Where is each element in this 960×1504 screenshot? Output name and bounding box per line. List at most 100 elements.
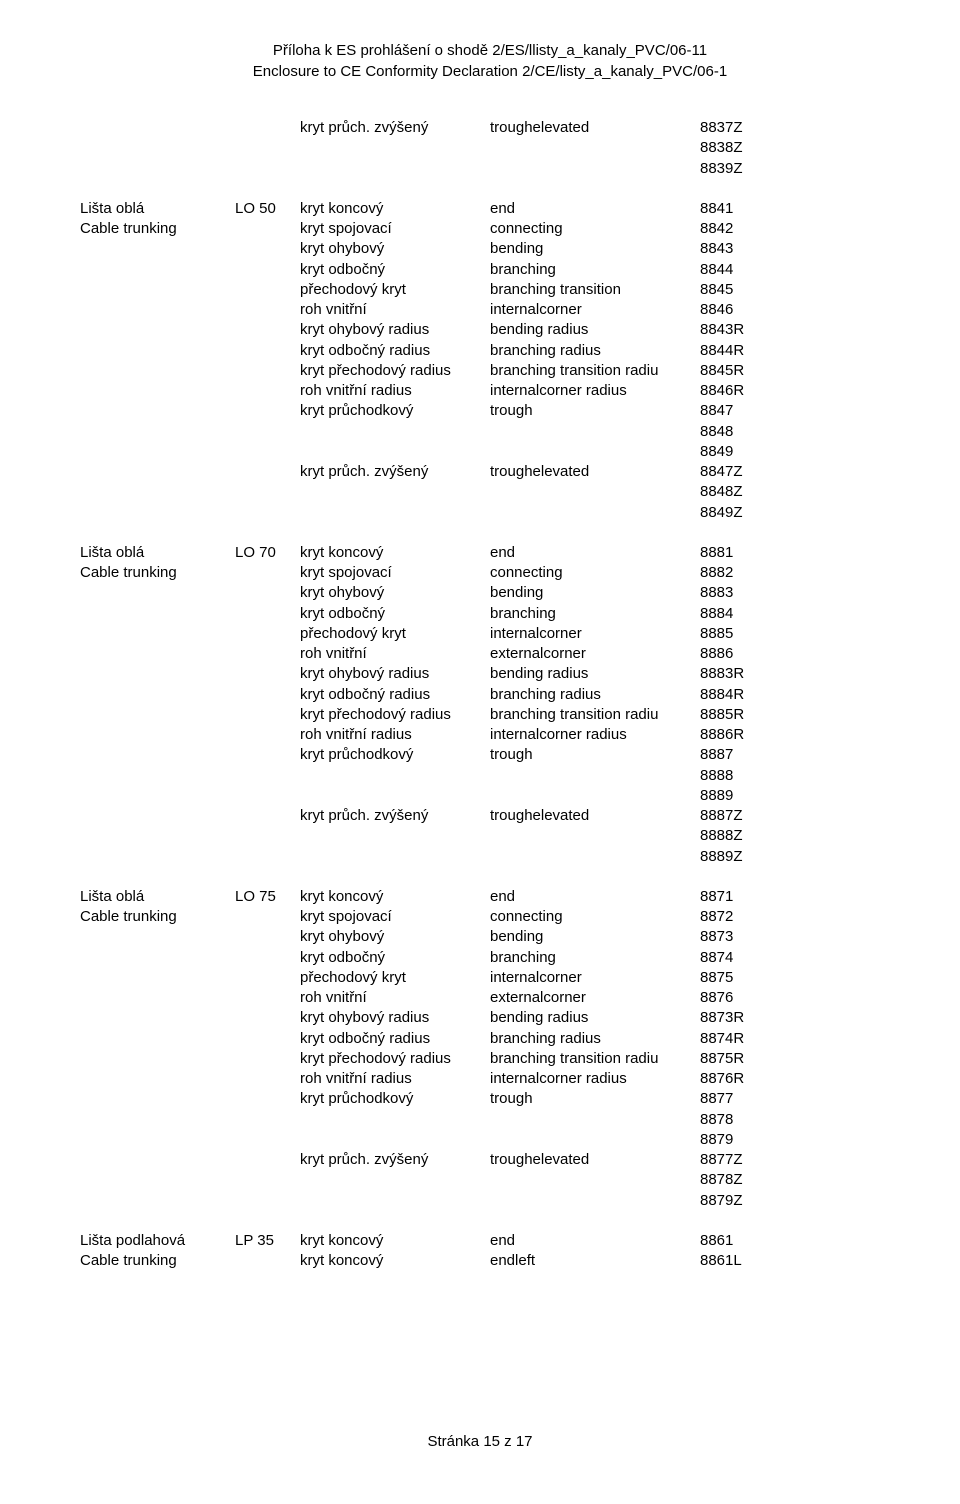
table-row: přechodový krytbranching transition8845 [80,280,900,300]
cell-c5: 8885 [700,624,900,644]
cell-c5: 8889Z [700,847,900,867]
cell-c5: 8848 [700,422,900,442]
table-row: kryt průch. zvýšenýtroughelevated8877Z [80,1150,900,1170]
cell-c4: internalcorner [490,624,700,644]
cell-c3: kryt průchodkový [300,745,490,765]
cell-c5: 8861L [700,1251,900,1271]
cell-c1: Cable trunking [80,907,235,927]
cell-c3: přechodový kryt [300,624,490,644]
cell-c5: 8842 [700,219,900,239]
cell-c3: kryt odbočný radius [300,1029,490,1049]
cell-c4: externalcorner [490,644,700,664]
cell-c3: kryt průchodkový [300,401,490,421]
table-row: 8879Z [80,1191,900,1211]
table-row: Cable trunkingkryt spojovacíconnecting88… [80,563,900,583]
cell-c4: end [490,199,700,219]
cell-c5: 8849Z [700,503,900,523]
content-table: kryt průch. zvýšenýtroughelevated8837Z88… [80,118,900,1271]
cell-c1: Lišta podlahová [80,1231,235,1251]
cell-c4: trough [490,745,700,765]
cell-c5: 8861 [700,1231,900,1251]
cell-c5: 8885R [700,705,900,725]
cell-c4: branching transition radiu [490,1049,700,1069]
table-row: kryt ohybový radiusbending radius8873R [80,1008,900,1028]
table-row: přechodový krytinternalcorner8875 [80,968,900,988]
cell-c3: kryt ohybový radius [300,320,490,340]
cell-c5: 8843R [700,320,900,340]
table-row: kryt odbočný radiusbranching radius8874R [80,1029,900,1049]
cell-c5: 8873 [700,927,900,947]
cell-c3: kryt ohybový [300,583,490,603]
cell-c3: kryt průchodkový [300,1089,490,1109]
cell-c5: 8837Z [700,118,900,138]
cell-c5: 8839Z [700,159,900,179]
cell-c3: kryt přechodový radius [300,361,490,381]
cell-c5: 8873R [700,1008,900,1028]
table-row: Lišta obláLO 70kryt koncovýend8881 [80,543,900,563]
cell-c4: troughelevated [490,1150,700,1170]
cell-c3: kryt odbočný [300,260,490,280]
cell-c5: 8878Z [700,1170,900,1190]
page-header: Příloha k ES prohlášení o shodě 2/ES/lli… [80,40,900,82]
cell-c3: roh vnitřní radius [300,381,490,401]
cell-c3: kryt koncový [300,543,490,563]
table-row: roh vnitřní radiusinternalcorner radius8… [80,381,900,401]
cell-c3: kryt přechodový radius [300,1049,490,1069]
cell-c4: externalcorner [490,988,700,1008]
cell-c3: kryt koncový [300,199,490,219]
cell-c5: 8841 [700,199,900,219]
cell-c3: kryt spojovací [300,219,490,239]
block-gap [80,1211,900,1231]
table-row: roh vnitřníexternalcorner8886 [80,644,900,664]
table-row: kryt průch. zvýšenýtroughelevated8887Z [80,806,900,826]
cell-c4: end [490,1231,700,1251]
cell-c4: connecting [490,907,700,927]
cell-c5: 8848Z [700,482,900,502]
cell-c3: kryt koncový [300,887,490,907]
cell-c2: LO 50 [235,199,300,219]
cell-c4: internalcorner radius [490,381,700,401]
cell-c3: přechodový kryt [300,968,490,988]
cell-c5: 8846 [700,300,900,320]
cell-c3: kryt spojovací [300,907,490,927]
table-row: kryt průchodkovýtrough8887 [80,745,900,765]
cell-c4: branching radius [490,341,700,361]
cell-c5: 8886R [700,725,900,745]
cell-c5: 8884 [700,604,900,624]
cell-c5: 8874 [700,948,900,968]
table-row: 8878Z [80,1170,900,1190]
cell-c3: kryt odbočný radius [300,685,490,705]
cell-c3: roh vnitřní [300,988,490,1008]
cell-c5: 8879 [700,1130,900,1150]
table-row: 8839Z [80,159,900,179]
cell-c5: 8888Z [700,826,900,846]
page-footer: Stránka 15 z 17 [0,1433,960,1450]
table-row: 8848Z [80,482,900,502]
cell-c3: kryt odbočný radius [300,341,490,361]
table-row: Cable trunkingkryt spojovacíconnecting88… [80,907,900,927]
table-row: kryt odbočnýbranching8844 [80,260,900,280]
cell-c5: 8879Z [700,1191,900,1211]
table-row: kryt průch. zvýšenýtroughelevated8837Z [80,118,900,138]
cell-c3: kryt průch. zvýšený [300,462,490,482]
cell-c5: 8849 [700,442,900,462]
table-row: Lišta podlahováLP 35kryt koncovýend8861 [80,1231,900,1251]
table-row: 8848 [80,422,900,442]
header-line-2: Enclosure to CE Conformity Declaration 2… [80,61,900,82]
table-row: kryt průch. zvýšenýtroughelevated8847Z [80,462,900,482]
cell-c5: 8887Z [700,806,900,826]
cell-c4: branching transition radiu [490,705,700,725]
cell-c3: roh vnitřní radius [300,1069,490,1089]
cell-c5: 8847Z [700,462,900,482]
cell-c5: 8886 [700,644,900,664]
cell-c5: 8845 [700,280,900,300]
table-row: kryt průchodkovýtrough8877 [80,1089,900,1109]
cell-c1: Lišta oblá [80,199,235,219]
cell-c4: connecting [490,219,700,239]
cell-c5: 8845R [700,361,900,381]
table-row: kryt odbočnýbranching8874 [80,948,900,968]
cell-c5: 8883R [700,664,900,684]
cell-c4: branching [490,260,700,280]
table-row: kryt přechodový radiusbranching transiti… [80,361,900,381]
cell-c4: end [490,543,700,563]
